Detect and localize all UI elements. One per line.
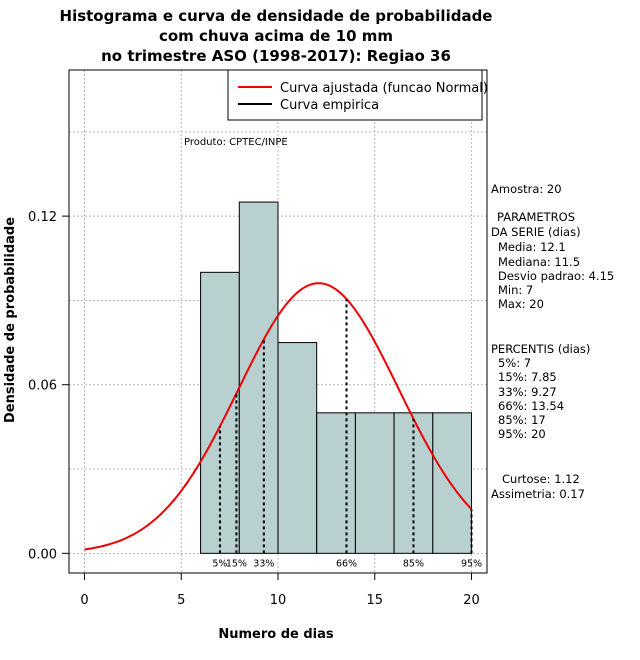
percentis-header: PERCENTIS (dias) [491,342,590,356]
x-axis: 0 5 10 15 20 [80,572,480,608]
normal-curve [84,282,473,551]
legend-label-fitted: Curva ajustada (funcao Normal) [280,81,488,96]
percentil-33: 33%: 9.27 [498,385,557,399]
histogram-bar-5 [393,412,434,554]
stats-panel: Amostra: 20 PARAMETROS DA SERIE (dias) M… [491,182,614,501]
percentile-label-5: 95% [461,558,482,569]
legend-box [227,69,483,121]
percentil-66: 66%: 13.54 [498,399,564,413]
y-axis-title: Densidade de probabilidade [3,217,18,423]
chart-title-line-2: com chuva acima de 10 mm [159,27,393,45]
param-mean: Media: 12.1 [498,240,566,254]
percentil-85: 85%: 17 [498,413,546,427]
percentile-label-0: 5% [212,558,227,569]
x-tick-label-0: 0 [80,593,88,608]
param-sd: Desvio padrao: 4.15 [498,269,614,283]
x-tick-label-2: 10 [270,593,287,608]
x-axis-title: Numero de dias [218,627,334,642]
percentil-95: 95%: 20 [498,427,546,441]
percentil-15: 15%: 7.85 [498,370,557,384]
param-median: Mediana: 11.5 [498,255,580,269]
chart-title-line-1: Histograma e curva de densidade de proba… [60,7,493,25]
param-min: Min: 7 [498,283,533,297]
histogram-bars [200,201,473,554]
normal-curve-layer [84,282,473,551]
percentile-label-2: 33% [253,558,274,569]
percentil-5: 5%: 7 [498,356,531,370]
params-header-1: PARAMETROS [497,210,575,224]
y-axis: 0.00 0.06 0.12 [28,210,70,562]
percentile-label-3: 66% [336,558,357,569]
legend: Curva ajustada (funcao Normal) Curva emp… [227,69,488,121]
skewness: Assimetria: 0.17 [491,487,585,501]
sample-size: Amostra: 20 [491,182,562,196]
histogram-bar-4 [354,412,395,554]
percentile-lines: 5%15% 33% 66% 85% 95% [212,298,482,569]
param-max: Max: 20 [498,297,544,311]
histogram-bar-3 [316,412,356,554]
params-header-2: DA SERIE (dias) [491,225,581,239]
y-tick-label-2: 0.12 [28,210,57,225]
source-annotation: Produto: CPTEC/INPE [184,137,288,148]
y-tick-label-1: 0.06 [28,379,57,394]
percentile-label-4: 85% [403,558,424,569]
histogram-bar-2 [277,342,318,554]
y-tick-label-0: 0.00 [28,547,57,562]
x-tick-label-3: 15 [366,593,383,608]
histogram-bar-6 [432,412,473,554]
legend-label-empirical: Curva empirica [280,98,379,113]
kurtosis: Curtose: 1.12 [502,472,580,486]
x-tick-label-1: 5 [177,593,185,608]
x-tick-label-4: 20 [463,593,480,608]
chart-title-line-3: no trimestre ASO (1998-2017): Regiao 36 [101,47,451,65]
percentile-label-1: 15% [226,558,247,569]
